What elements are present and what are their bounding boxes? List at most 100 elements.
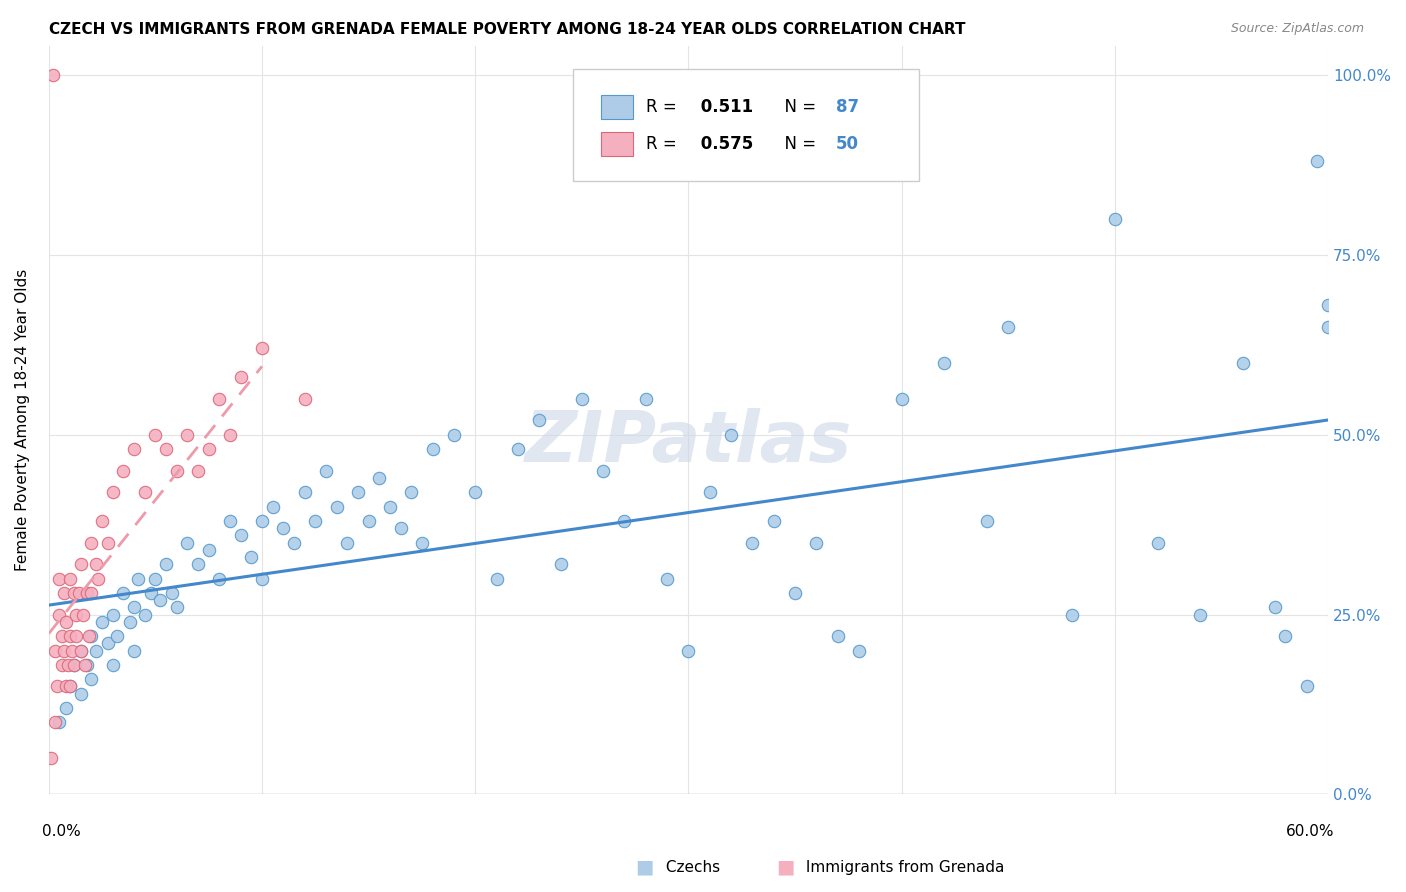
Point bbox=[166, 600, 188, 615]
Point bbox=[357, 514, 380, 528]
Point bbox=[122, 600, 145, 615]
Point bbox=[485, 572, 508, 586]
Point bbox=[294, 485, 316, 500]
Point bbox=[48, 572, 70, 586]
Point bbox=[67, 586, 90, 600]
Text: Immigrants from Grenada: Immigrants from Grenada bbox=[801, 860, 1005, 874]
Text: 0.0%: 0.0% bbox=[42, 824, 82, 839]
Y-axis label: Female Poverty Among 18-24 Year Olds: Female Poverty Among 18-24 Year Olds bbox=[15, 269, 30, 572]
Point bbox=[443, 427, 465, 442]
Point bbox=[166, 464, 188, 478]
Text: 87: 87 bbox=[835, 98, 859, 116]
Point bbox=[55, 680, 77, 694]
Point bbox=[399, 485, 422, 500]
Point bbox=[73, 657, 96, 672]
Point bbox=[63, 657, 86, 672]
Point bbox=[69, 643, 91, 657]
Point bbox=[783, 586, 806, 600]
Point bbox=[63, 586, 86, 600]
Point bbox=[59, 680, 82, 694]
Point bbox=[97, 535, 120, 549]
Text: Source: ZipAtlas.com: Source: ZipAtlas.com bbox=[1230, 22, 1364, 36]
Point bbox=[1317, 319, 1340, 334]
Point bbox=[127, 572, 149, 586]
Text: R =: R = bbox=[647, 136, 682, 153]
Point bbox=[112, 586, 135, 600]
Point bbox=[59, 629, 82, 643]
Point bbox=[69, 557, 91, 571]
Point bbox=[97, 636, 120, 650]
Point bbox=[101, 485, 124, 500]
Point bbox=[145, 427, 167, 442]
Point bbox=[262, 500, 284, 514]
Point bbox=[1189, 607, 1212, 622]
Point bbox=[219, 427, 242, 442]
Point bbox=[229, 370, 252, 384]
Point bbox=[76, 657, 98, 672]
Point bbox=[56, 657, 79, 672]
Point bbox=[44, 643, 66, 657]
Point bbox=[48, 715, 70, 730]
Point bbox=[105, 629, 128, 643]
Point bbox=[84, 557, 107, 571]
Point bbox=[368, 471, 391, 485]
Text: Czechs: Czechs bbox=[661, 860, 720, 874]
Point bbox=[69, 643, 91, 657]
Point bbox=[240, 549, 263, 564]
Point bbox=[42, 68, 65, 82]
Text: 60.0%: 60.0% bbox=[1286, 824, 1334, 839]
Point bbox=[80, 535, 103, 549]
Point bbox=[422, 442, 444, 456]
Point bbox=[464, 485, 486, 500]
Text: R =: R = bbox=[647, 98, 682, 116]
Point bbox=[848, 643, 870, 657]
Point bbox=[1264, 600, 1286, 615]
Point bbox=[613, 514, 636, 528]
Point bbox=[122, 643, 145, 657]
Point bbox=[176, 427, 198, 442]
Point bbox=[997, 319, 1019, 334]
Point bbox=[101, 607, 124, 622]
Point bbox=[806, 535, 828, 549]
Point bbox=[91, 514, 114, 528]
Point bbox=[934, 356, 956, 370]
Point bbox=[51, 629, 73, 643]
Point bbox=[112, 464, 135, 478]
Point bbox=[87, 572, 110, 586]
Point bbox=[65, 629, 87, 643]
Point bbox=[720, 427, 742, 442]
Point bbox=[59, 572, 82, 586]
Point bbox=[208, 572, 231, 586]
Point bbox=[46, 680, 69, 694]
Point bbox=[634, 392, 657, 406]
Text: CZECH VS IMMIGRANTS FROM GRENADA FEMALE POVERTY AMONG 18-24 YEAR OLDS CORRELATIO: CZECH VS IMMIGRANTS FROM GRENADA FEMALE … bbox=[49, 22, 966, 37]
Point bbox=[336, 535, 359, 549]
Point bbox=[52, 643, 75, 657]
Point bbox=[229, 528, 252, 542]
Point bbox=[48, 607, 70, 622]
Point bbox=[250, 342, 273, 356]
Point bbox=[197, 442, 219, 456]
Text: ZIPatlas: ZIPatlas bbox=[524, 409, 852, 477]
Point bbox=[69, 687, 91, 701]
Point bbox=[44, 715, 66, 730]
Point bbox=[134, 607, 156, 622]
Point bbox=[149, 593, 172, 607]
Point bbox=[187, 464, 209, 478]
Text: 50: 50 bbox=[835, 136, 859, 153]
Point bbox=[325, 500, 347, 514]
Point bbox=[315, 464, 337, 478]
Point bbox=[1146, 535, 1168, 549]
Point bbox=[77, 629, 100, 643]
Point bbox=[60, 643, 83, 657]
Point bbox=[250, 514, 273, 528]
Point bbox=[1104, 211, 1126, 226]
Point bbox=[101, 657, 124, 672]
Point bbox=[304, 514, 326, 528]
Point bbox=[51, 657, 73, 672]
Point bbox=[187, 557, 209, 571]
Point bbox=[890, 392, 912, 406]
Point bbox=[91, 615, 114, 629]
Point bbox=[122, 442, 145, 456]
Point bbox=[294, 392, 316, 406]
